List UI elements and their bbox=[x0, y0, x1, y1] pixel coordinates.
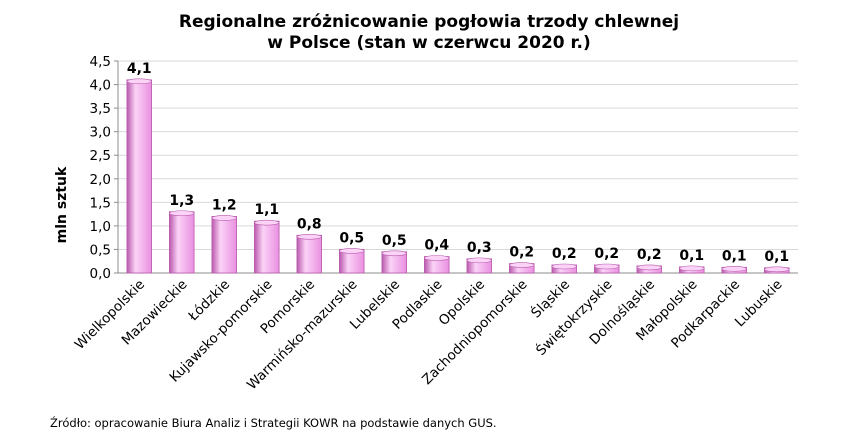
bar-top bbox=[296, 234, 322, 240]
chart-title-line1: Regionalne zróżnicowanie pogłowia trzody… bbox=[178, 12, 680, 32]
data-label: 1,3 bbox=[169, 193, 194, 209]
bar-top bbox=[126, 78, 152, 85]
bar-top bbox=[636, 264, 662, 271]
data-label: 1,2 bbox=[212, 197, 237, 213]
source-note: Źródło: opracowanie Biura Analiz i Strat… bbox=[50, 416, 497, 430]
data-label: 0,1 bbox=[679, 248, 704, 264]
bar bbox=[169, 211, 195, 274]
data-label: 0,1 bbox=[722, 248, 747, 264]
y-tick-label: 0,0 bbox=[90, 266, 111, 282]
y-tick-label: 2,5 bbox=[90, 148, 111, 164]
y-tick-label: 0,5 bbox=[90, 242, 111, 258]
bar-top bbox=[254, 219, 280, 226]
data-label: 0,2 bbox=[637, 247, 662, 263]
y-tick-label: 1,5 bbox=[90, 195, 111, 211]
bar-top bbox=[169, 210, 195, 217]
bar-top bbox=[551, 263, 577, 270]
y-tick-label: 4,0 bbox=[90, 78, 111, 94]
bar bbox=[211, 216, 237, 274]
bar bbox=[254, 220, 280, 274]
data-label: 0,5 bbox=[339, 230, 364, 246]
y-tick-label: 3,0 bbox=[90, 125, 111, 141]
data-label: 0,2 bbox=[594, 246, 619, 262]
x-tick-label: Lubuskie bbox=[732, 277, 786, 331]
data-label: 0,4 bbox=[424, 238, 449, 254]
data-label: 0,8 bbox=[297, 216, 322, 232]
bar-top bbox=[339, 248, 365, 254]
data-label: 1,1 bbox=[254, 202, 279, 218]
x-tick-label: Świętokrzyskie bbox=[532, 275, 616, 359]
data-label: 0,2 bbox=[509, 245, 534, 261]
data-label: 0,3 bbox=[467, 240, 492, 256]
data-label: 0,2 bbox=[552, 246, 577, 262]
bar-top bbox=[381, 250, 407, 257]
bar-top bbox=[594, 263, 620, 270]
y-tick-label: 3,5 bbox=[90, 101, 111, 117]
bar-top bbox=[466, 257, 492, 264]
data-label: 0,1 bbox=[764, 249, 789, 265]
bar-top bbox=[721, 266, 747, 272]
y-tick-label: 1,0 bbox=[90, 219, 111, 235]
bar-top bbox=[764, 266, 790, 273]
chart-title-line2: w Polsce (stan w czerwcu 2020 r.) bbox=[267, 33, 591, 53]
y-tick-label: 2,0 bbox=[90, 172, 111, 188]
bar-top bbox=[211, 215, 237, 221]
data-label: 0,5 bbox=[382, 233, 407, 249]
bar bbox=[126, 79, 152, 274]
data-label: 4,1 bbox=[127, 61, 152, 77]
y-tick-label: 4,5 bbox=[90, 54, 111, 70]
bar-top bbox=[679, 265, 705, 272]
bar-top bbox=[509, 262, 535, 268]
bar bbox=[296, 234, 322, 274]
bar-top bbox=[424, 255, 450, 261]
y-axis-label: mln sztuk bbox=[54, 166, 70, 243]
